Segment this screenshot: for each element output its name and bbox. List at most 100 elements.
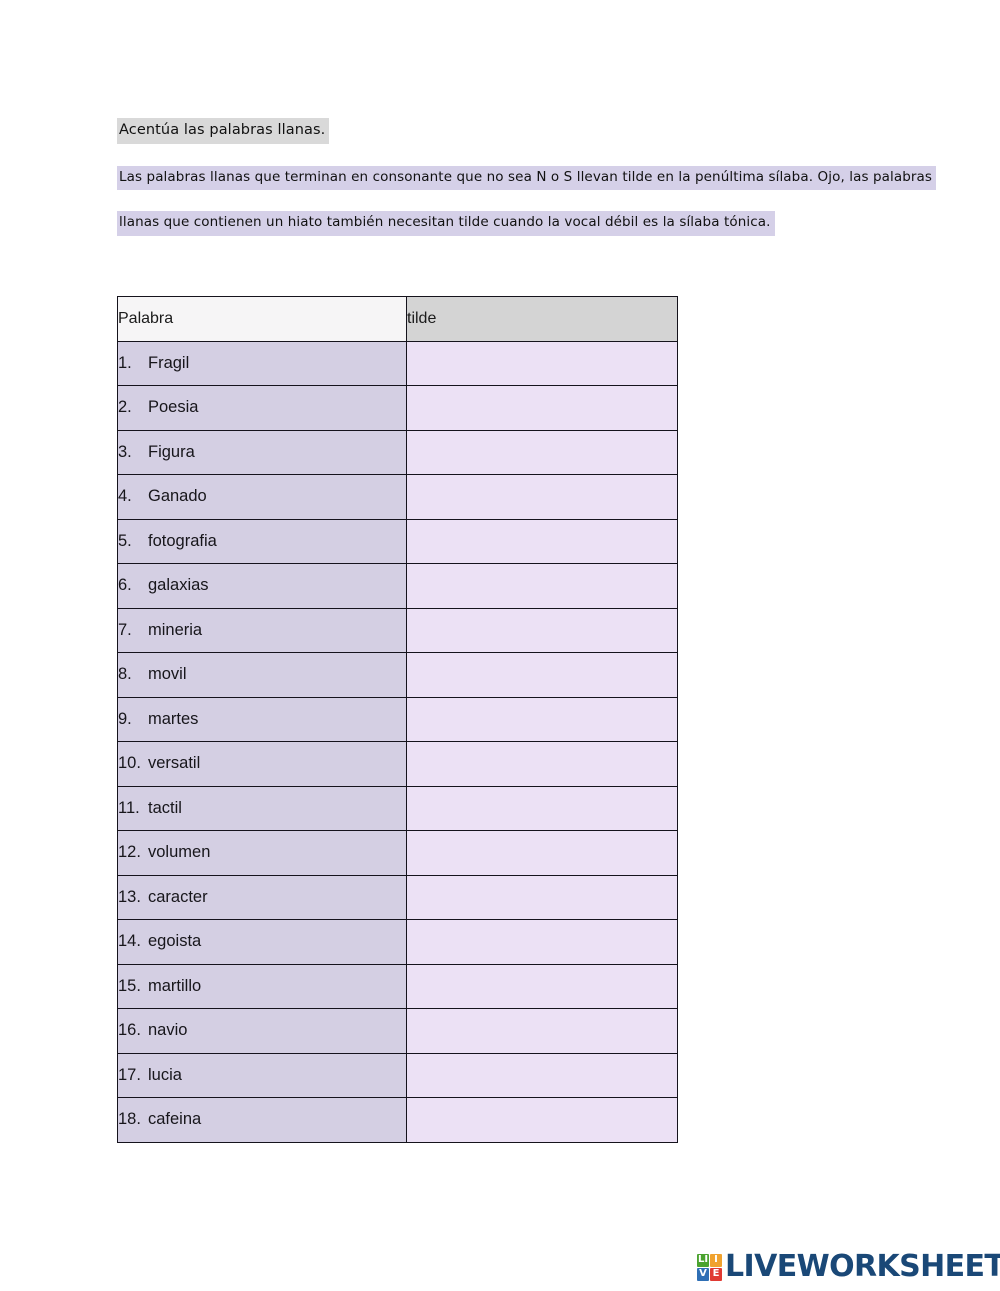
row-number: 8. bbox=[118, 665, 132, 684]
row-word: Poesia bbox=[148, 398, 199, 417]
logo-tile-l: LI bbox=[697, 1253, 709, 1267]
table-row: 17. lucia bbox=[117, 1052, 678, 1098]
answer-cell[interactable] bbox=[406, 340, 678, 386]
word-cell: 13. caracter bbox=[117, 874, 407, 920]
table-row: 7. mineria bbox=[117, 607, 678, 653]
row-word: galaxias bbox=[148, 576, 209, 595]
table-header: Palabra tilde bbox=[117, 296, 678, 342]
row-word: navio bbox=[148, 1021, 188, 1040]
table-row: 15. martillo bbox=[117, 963, 678, 1009]
row-word: Ganado bbox=[148, 487, 207, 506]
word-row-inner: 7. mineria bbox=[118, 621, 406, 640]
word-cell: 2. Poesia bbox=[117, 385, 407, 431]
word-cell: 7. mineria bbox=[117, 607, 407, 653]
word-cell: 8. movil bbox=[117, 652, 407, 698]
row-word: movil bbox=[148, 665, 187, 684]
instruction-line-2-text: Las palabras llanas que terminan en cons… bbox=[117, 165, 937, 190]
column-header-tilde: tilde bbox=[406, 296, 678, 342]
word-row-inner: 4. Ganado bbox=[118, 487, 406, 506]
word-row-inner: 10. versatil bbox=[118, 754, 406, 773]
answer-cell[interactable] bbox=[406, 785, 678, 831]
row-number: 12. bbox=[118, 843, 141, 862]
row-number: 7. bbox=[118, 620, 132, 639]
row-number: 15. bbox=[118, 976, 141, 995]
word-row-inner: 5. fotografia bbox=[118, 532, 406, 551]
answer-cell[interactable] bbox=[406, 518, 678, 564]
logo-tile-i: I bbox=[710, 1253, 722, 1267]
table-body: 1. Fragil 2. Poesia 3. Figura 4. Ganado 5. fotogr… bbox=[117, 340, 678, 1143]
word-cell: 3. Figura bbox=[117, 429, 407, 475]
answer-cell[interactable] bbox=[406, 963, 678, 1009]
table-row: 8. movil bbox=[117, 652, 678, 698]
table-row: 5. fotografia bbox=[117, 518, 678, 564]
row-number: 3. bbox=[118, 442, 132, 461]
answer-cell[interactable] bbox=[406, 652, 678, 698]
row-word: caracter bbox=[148, 887, 208, 906]
row-word: mineria bbox=[148, 620, 203, 639]
answer-cell[interactable] bbox=[406, 607, 678, 653]
row-word: versatil bbox=[148, 754, 201, 773]
word-row-inner: 16. navio bbox=[118, 1021, 406, 1040]
word-cell: 17. lucia bbox=[117, 1052, 407, 1098]
row-number: 1. bbox=[118, 353, 132, 372]
row-word: Fragil bbox=[148, 353, 190, 372]
table-row: 18. cafeina bbox=[117, 1097, 678, 1143]
word-cell: 1. Fragil bbox=[117, 340, 407, 386]
row-number: 17. bbox=[118, 1065, 141, 1084]
table-row: 10. versatil bbox=[117, 741, 678, 787]
row-number: 10. bbox=[118, 754, 141, 773]
row-number: 11. bbox=[118, 798, 140, 817]
answer-cell[interactable] bbox=[406, 696, 678, 742]
word-row-inner: 2. Poesia bbox=[118, 398, 406, 417]
word-cell: 14. egoista bbox=[117, 919, 407, 965]
table-row: 6. galaxias bbox=[117, 563, 678, 609]
worksheet-table: Palabra tilde 1. Fragil 2. Poesia 3. Figura 4.… bbox=[117, 296, 678, 1143]
row-word: volumen bbox=[148, 843, 211, 862]
word-cell: 12. volumen bbox=[117, 830, 407, 876]
row-word: fotografia bbox=[148, 531, 217, 550]
table-row: 3. Figura bbox=[117, 429, 678, 475]
logo-tile-v: V bbox=[697, 1267, 709, 1281]
answer-cell[interactable] bbox=[406, 1008, 678, 1054]
word-row-inner: 17. lucia bbox=[118, 1066, 406, 1085]
table-row: 14. egoista bbox=[117, 919, 678, 965]
word-row-inner: 8. movil bbox=[118, 665, 406, 684]
word-row-inner: 14. egoista bbox=[118, 932, 406, 951]
answer-cell[interactable] bbox=[406, 429, 678, 475]
row-number: 14. bbox=[118, 932, 141, 951]
row-number: 16. bbox=[118, 1021, 141, 1040]
answer-cell[interactable] bbox=[406, 919, 678, 965]
answer-cell[interactable] bbox=[406, 563, 678, 609]
table-row: 4. Ganado bbox=[117, 474, 678, 520]
word-row-inner: 9. martes bbox=[118, 710, 406, 729]
row-word: tactil bbox=[148, 798, 182, 817]
answer-cell[interactable] bbox=[406, 741, 678, 787]
word-cell: 18. cafeina bbox=[117, 1097, 407, 1143]
table-row: 11. tactil bbox=[117, 785, 678, 831]
instruction-line-2: Las palabras llanas que terminan en cons… bbox=[117, 165, 937, 190]
answer-cell[interactable] bbox=[406, 385, 678, 431]
answer-cell[interactable] bbox=[406, 874, 678, 920]
word-row-inner: 12. volumen bbox=[118, 843, 406, 862]
row-word: Figura bbox=[148, 442, 195, 461]
row-number: 18. bbox=[118, 1110, 141, 1129]
word-row-inner: 15. martillo bbox=[118, 977, 406, 996]
row-word: martes bbox=[148, 709, 199, 728]
word-cell: 15. martillo bbox=[117, 963, 407, 1009]
word-row-inner: 6. galaxias bbox=[118, 576, 406, 595]
table-row: 13. caracter bbox=[117, 874, 678, 920]
row-number: 5. bbox=[118, 531, 132, 550]
row-number: 4. bbox=[118, 487, 132, 506]
logo-tile-e: E bbox=[710, 1267, 722, 1281]
word-row-inner: 13. caracter bbox=[118, 888, 406, 907]
table-row: 9. martes bbox=[117, 696, 678, 742]
answer-cell[interactable] bbox=[406, 830, 678, 876]
word-cell: 11. tactil bbox=[117, 785, 407, 831]
table-row: 1. Fragil bbox=[117, 340, 678, 386]
word-cell: 9. martes bbox=[117, 696, 407, 742]
word-cell: 6. galaxias bbox=[117, 563, 407, 609]
instruction-line-1: Acentúa las palabras llanas. bbox=[117, 118, 917, 144]
answer-cell[interactable] bbox=[406, 1052, 678, 1098]
answer-cell[interactable] bbox=[406, 474, 678, 520]
answer-cell[interactable] bbox=[406, 1097, 678, 1143]
